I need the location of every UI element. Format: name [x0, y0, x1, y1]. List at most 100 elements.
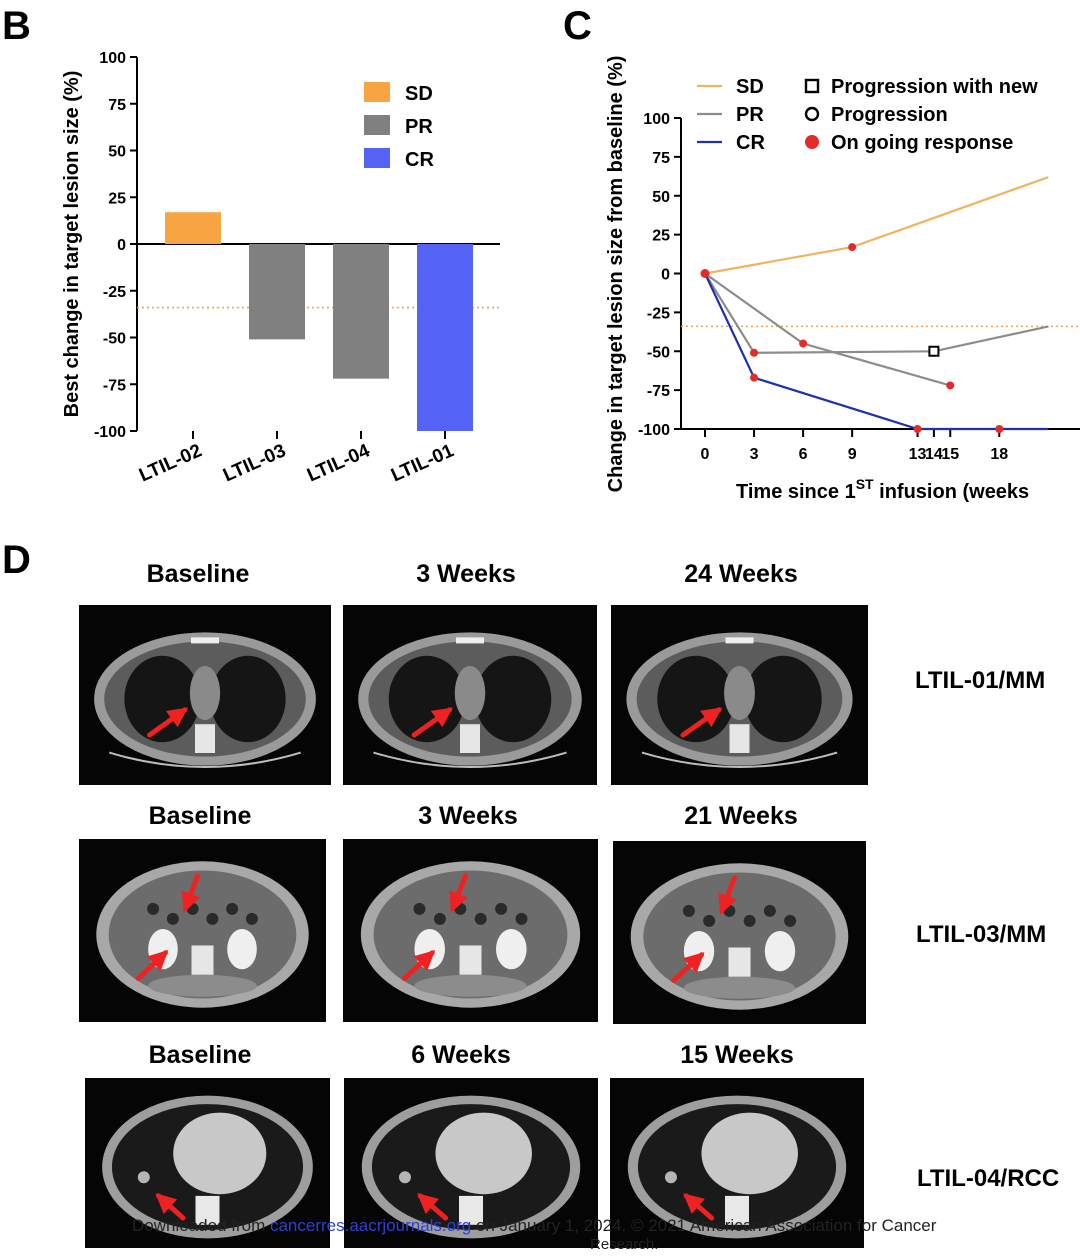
series-line — [704, 272, 1049, 354]
y-tick-label: 0 — [117, 237, 126, 254]
ct-timepoint-label: 24 Weeks — [684, 560, 798, 588]
footer-pre: Downloaded from — [132, 1216, 270, 1235]
spine — [195, 1195, 220, 1225]
bowel-gas — [784, 914, 797, 927]
spine — [728, 947, 751, 977]
x-tick-label: 18 — [990, 446, 1008, 463]
bowel-gas — [147, 902, 160, 915]
bowel-gas — [743, 914, 756, 927]
ct-scan-image — [79, 605, 331, 785]
x-axis-label-main: Time since 1 — [736, 481, 856, 503]
x-tick-label: 15 — [941, 446, 959, 463]
ongoing-marker — [799, 339, 808, 348]
ct-scan-drawing — [360, 861, 581, 1008]
ct-scan-drawing — [96, 861, 309, 1008]
ct-scan-image — [79, 839, 326, 1022]
footer-copyright: . © 2021 American Association for Cancer — [621, 1216, 937, 1235]
case-label: LTIL-03/MM — [916, 921, 1047, 948]
red-arrow-head — [718, 892, 737, 915]
series-line — [704, 272, 951, 387]
legend-label: CR — [405, 149, 434, 171]
red-arrow-head — [166, 707, 189, 728]
heart — [435, 1112, 532, 1195]
mediastinum — [454, 666, 486, 720]
red-arrow-head — [413, 950, 436, 971]
bowel-gas — [413, 902, 426, 915]
y-tick-label: -25 — [103, 284, 126, 301]
spine — [191, 945, 214, 975]
y-tick-label: 75 — [108, 97, 126, 114]
red-arrow-head — [449, 890, 468, 913]
ongoing-marker — [700, 269, 710, 278]
ct-timepoint-label: Baseline — [148, 1041, 252, 1069]
bar-chart: 100 75 50 25 0 -25 -50 -75 -100 LTIL-02 LTIL-03 LTI… — [61, 50, 500, 486]
bar — [333, 244, 389, 379]
legend-swatch — [364, 148, 390, 168]
ongoing-marker — [848, 243, 857, 252]
bowel-gas — [226, 902, 239, 915]
ongoing-marker — [750, 348, 759, 357]
red-arrow-head — [146, 950, 169, 972]
spine — [729, 724, 750, 753]
table-line — [373, 751, 567, 768]
download-footer: Downloaded from cancerres.aacrjournals.o… — [132, 1216, 936, 1236]
right-kidney — [496, 929, 527, 970]
ct-scan-image — [343, 605, 597, 785]
lesion — [137, 1171, 150, 1184]
ct-timepoint-label: Baseline — [146, 560, 250, 588]
y-tick-label: -75 — [103, 377, 126, 394]
spine — [725, 1195, 749, 1225]
red-arrow-head — [683, 1193, 705, 1214]
ct-scan-drawing — [627, 1095, 847, 1239]
ct-scan-drawing — [102, 1095, 313, 1239]
back-muscles — [414, 974, 527, 997]
ct-timepoint-label: 15 Weeks — [680, 1041, 794, 1069]
ct-scan-drawing — [94, 632, 316, 768]
y-tick-label: 25 — [652, 228, 670, 245]
y-tick-label: -100 — [638, 422, 670, 439]
spine — [460, 724, 480, 753]
y-tick-label: -50 — [647, 344, 670, 361]
table-line — [641, 751, 838, 768]
legend-label: PR — [405, 116, 433, 138]
y-tick-label: 50 — [652, 189, 670, 206]
x-axis-label-sup: ST — [856, 476, 874, 492]
y-axis-label: Change in target lesion size from baseli… — [605, 56, 627, 493]
lesion — [398, 1171, 411, 1184]
footer-link[interactable]: cancerres.aacrjournals.org — [269, 1216, 472, 1235]
series-line — [704, 176, 1049, 275]
bowel-gas — [515, 912, 528, 925]
x-tick-label: 6 — [799, 446, 808, 463]
y-tick-label: 100 — [99, 50, 126, 67]
legend-dot-icon — [805, 135, 819, 149]
spine — [459, 1195, 483, 1225]
ct-scan-image — [613, 841, 866, 1024]
right-lung — [744, 655, 822, 743]
panel-letter-b: B — [2, 4, 31, 48]
footer-line2: Research. — [590, 1236, 659, 1253]
legend-label: PR — [736, 104, 764, 126]
bowel-gas — [166, 912, 179, 925]
legend-label: SD — [405, 83, 433, 105]
bar — [165, 212, 221, 244]
ct-scan-image — [611, 605, 868, 785]
left-lung — [124, 655, 200, 743]
lesion — [664, 1171, 677, 1184]
right-kidney — [227, 929, 257, 970]
x-tick-label: 0 — [701, 446, 710, 463]
ct-scan-drawing — [358, 632, 582, 768]
sternum — [725, 637, 754, 644]
back-muscles — [148, 974, 257, 997]
bowel-gas — [495, 902, 508, 915]
legend-swatch — [364, 115, 390, 135]
ct-timepoint-label: 6 Weeks — [411, 1041, 511, 1069]
red-arrow-head — [181, 890, 201, 913]
y-tick-label: 0 — [661, 267, 670, 284]
bowel-gas — [682, 904, 695, 917]
ct-scan-drawing — [626, 632, 853, 768]
right-lung — [210, 655, 286, 743]
legend-label: CR — [736, 132, 765, 154]
table-line — [108, 751, 302, 768]
series-line — [704, 273, 1049, 431]
left-lung — [657, 655, 735, 743]
